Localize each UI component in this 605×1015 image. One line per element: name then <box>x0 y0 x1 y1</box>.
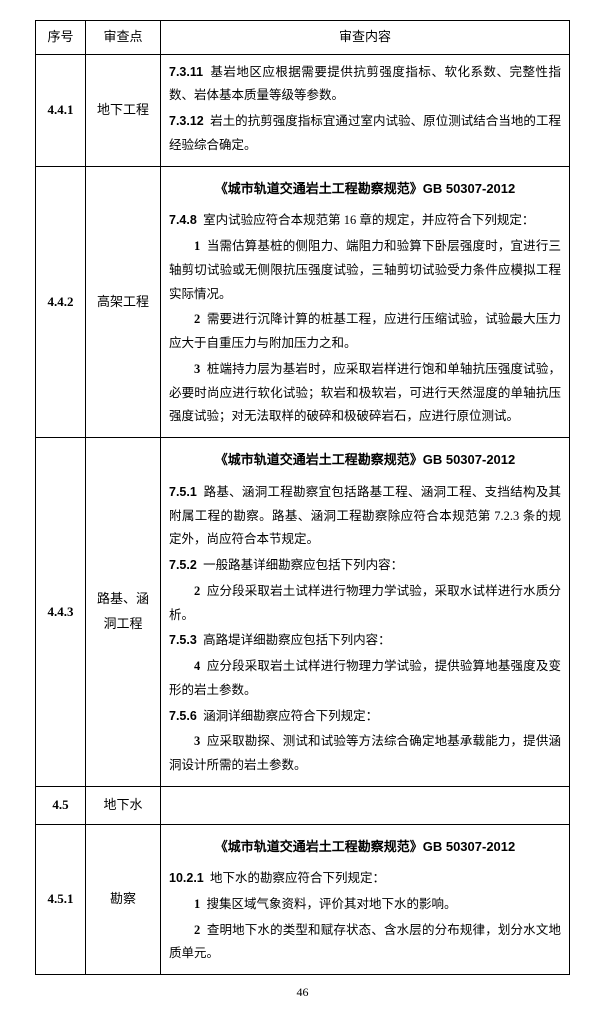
sub-text: 当需估算基桩的侧阻力、端阻力和验算下卧层强度时，宜进行三轴剪切试验或无侧限抗压强… <box>169 239 561 301</box>
sub-num: 3 <box>194 734 200 748</box>
sub-text: 查明地下水的类型和赋存状态、含水层的分布规律，划分水文地质单元。 <box>169 923 561 961</box>
subclause: 3 应采取勘探、测试和试验等方法综合确定地基承载能力，提供涵洞设计所需的岩土参数… <box>169 730 561 778</box>
sub-num: 1 <box>194 897 200 911</box>
page-number: 46 <box>35 985 570 1000</box>
sub-num: 2 <box>194 584 200 598</box>
clause-num: 7.3.12 <box>169 114 204 128</box>
clause-text: 涵洞详细勘察应符合下列规定： <box>203 709 378 723</box>
clause-num: 7.5.2 <box>169 558 197 572</box>
row-point: 高架工程 <box>86 166 161 437</box>
sub-num: 1 <box>194 239 200 253</box>
row-num: 4.4.1 <box>36 54 86 166</box>
sub-text: 应分段采取岩土试样进行物理力学试验，提供验算地基强度及变形的岩土参数。 <box>169 659 561 697</box>
sub-num: 3 <box>194 362 200 376</box>
table-row: 4.4.3 路基、涵洞工程 《城市轨道交通岩土工程勘察规范》GB 50307-2… <box>36 438 570 787</box>
clause-text: 基岩地区应根据需要提供抗剪强度指标、软化系数、完整性指数、岩体基本质量等级等参数… <box>169 65 561 103</box>
clause-num: 7.5.6 <box>169 709 197 723</box>
table-row: 4.4.2 高架工程 《城市轨道交通岩土工程勘察规范》GB 50307-2012… <box>36 166 570 437</box>
sub-text: 应分段采取岩土试样进行物理力学试验，采取水试样进行水质分析。 <box>169 584 561 622</box>
spec-title: 《城市轨道交通岩土工程勘察规范》GB 50307-2012 <box>169 177 561 202</box>
clause: 10.2.1 地下水的勘察应符合下列规定： <box>169 867 561 891</box>
subclause: 1 当需估算基桩的侧阻力、端阻力和验算下卧层强度时，宜进行三轴剪切试验或无侧限抗… <box>169 235 561 306</box>
clause-num: 10.2.1 <box>169 871 204 885</box>
row-point: 地下水 <box>86 786 161 824</box>
row-num: 4.5 <box>36 786 86 824</box>
clause-text: 高路堤详细勘察应包括下列内容： <box>203 633 391 647</box>
sub-text: 应采取勘探、测试和试验等方法综合确定地基承载能力，提供涵洞设计所需的岩土参数。 <box>169 734 561 772</box>
subclause: 2 需要进行沉降计算的桩基工程，应进行压缩试验，试验最大压力应大于自重压力与附加… <box>169 308 561 356</box>
table-row: 4.5.1 勘察 《城市轨道交通岩土工程勘察规范》GB 50307-2012 1… <box>36 824 570 975</box>
clause: 7.3.11 基岩地区应根据需要提供抗剪强度指标、软化系数、完整性指数、岩体基本… <box>169 61 561 109</box>
table-header-row: 序号 审查点 审查内容 <box>36 21 570 55</box>
clause: 7.4.8 室内试验应符合本规范第 16 章的规定，并应符合下列规定： <box>169 209 561 233</box>
row-content: 《城市轨道交通岩土工程勘察规范》GB 50307-2012 7.5.1 路基、涵… <box>161 438 570 787</box>
subclause: 1 搜集区域气象资料，评价其对地下水的影响。 <box>169 893 561 917</box>
subclause: 2 查明地下水的类型和赋存状态、含水层的分布规律，划分水文地质单元。 <box>169 919 561 967</box>
table-row: 4.5 地下水 <box>36 786 570 824</box>
row-num: 4.5.1 <box>36 824 86 975</box>
row-point: 勘察 <box>86 824 161 975</box>
row-content: 《城市轨道交通岩土工程勘察规范》GB 50307-2012 10.2.1 地下水… <box>161 824 570 975</box>
subclause: 3 桩端持力层为基岩时，应采取岩样进行饱和单轴抗压强度试验，必要时尚应进行软化试… <box>169 358 561 429</box>
row-point: 路基、涵洞工程 <box>86 438 161 787</box>
clause: 7.5.3 高路堤详细勘察应包括下列内容： <box>169 629 561 653</box>
clause-text: 岩土的抗剪强度指标宜通过室内试验、原位测试结合当地的工程经验综合确定。 <box>169 114 561 152</box>
row-content: 《城市轨道交通岩土工程勘察规范》GB 50307-2012 7.4.8 室内试验… <box>161 166 570 437</box>
clause: 7.5.1 路基、涵洞工程勘察宜包括路基工程、涵洞工程、支挡结构及其附属工程的勘… <box>169 481 561 552</box>
row-content: 7.3.11 基岩地区应根据需要提供抗剪强度指标、软化系数、完整性指数、岩体基本… <box>161 54 570 166</box>
sub-text: 需要进行沉降计算的桩基工程，应进行压缩试验，试验最大压力应大于自重压力与附加压力… <box>169 312 561 350</box>
clause-num: 7.4.8 <box>169 213 197 227</box>
header-num: 序号 <box>36 21 86 55</box>
row-num: 4.4.2 <box>36 166 86 437</box>
spec-title: 《城市轨道交通岩土工程勘察规范》GB 50307-2012 <box>169 448 561 473</box>
sub-num: 2 <box>194 312 200 326</box>
subclause: 4 应分段采取岩土试样进行物理力学试验，提供验算地基强度及变形的岩土参数。 <box>169 655 561 703</box>
clause-num: 7.5.1 <box>169 485 197 499</box>
sub-text: 搜集区域气象资料，评价其对地下水的影响。 <box>207 897 457 911</box>
clause-num: 7.5.3 <box>169 633 197 647</box>
review-table: 序号 审查点 审查内容 4.4.1 地下工程 7.3.11 基岩地区应根据需要提… <box>35 20 570 975</box>
clause: 7.5.2 一般路基详细勘察应包括下列内容： <box>169 554 561 578</box>
sub-text: 桩端持力层为基岩时，应采取岩样进行饱和单轴抗压强度试验，必要时尚应进行软化试验；… <box>169 362 561 424</box>
row-num: 4.4.3 <box>36 438 86 787</box>
header-point: 审查点 <box>86 21 161 55</box>
subclause: 2 应分段采取岩土试样进行物理力学试验，采取水试样进行水质分析。 <box>169 580 561 628</box>
sub-num: 4 <box>194 659 200 673</box>
sub-num: 2 <box>194 923 200 937</box>
row-point: 地下工程 <box>86 54 161 166</box>
row-content <box>161 786 570 824</box>
clause-text: 地下水的勘察应符合下列规定： <box>210 871 385 885</box>
clause: 7.5.6 涵洞详细勘察应符合下列规定： <box>169 705 561 729</box>
clause: 7.3.12 岩土的抗剪强度指标宜通过室内试验、原位测试结合当地的工程经验综合确… <box>169 110 561 158</box>
clause-text: 路基、涵洞工程勘察宜包括路基工程、涵洞工程、支挡结构及其附属工程的勘察。路基、涵… <box>169 485 561 547</box>
clause-num: 7.3.11 <box>169 65 203 79</box>
header-content: 审查内容 <box>161 21 570 55</box>
clause-text: 一般路基详细勘察应包括下列内容： <box>203 558 403 572</box>
table-row: 4.4.1 地下工程 7.3.11 基岩地区应根据需要提供抗剪强度指标、软化系数… <box>36 54 570 166</box>
spec-title: 《城市轨道交通岩土工程勘察规范》GB 50307-2012 <box>169 835 561 860</box>
clause-text: 室内试验应符合本规范第 16 章的规定，并应符合下列规定： <box>203 213 534 227</box>
